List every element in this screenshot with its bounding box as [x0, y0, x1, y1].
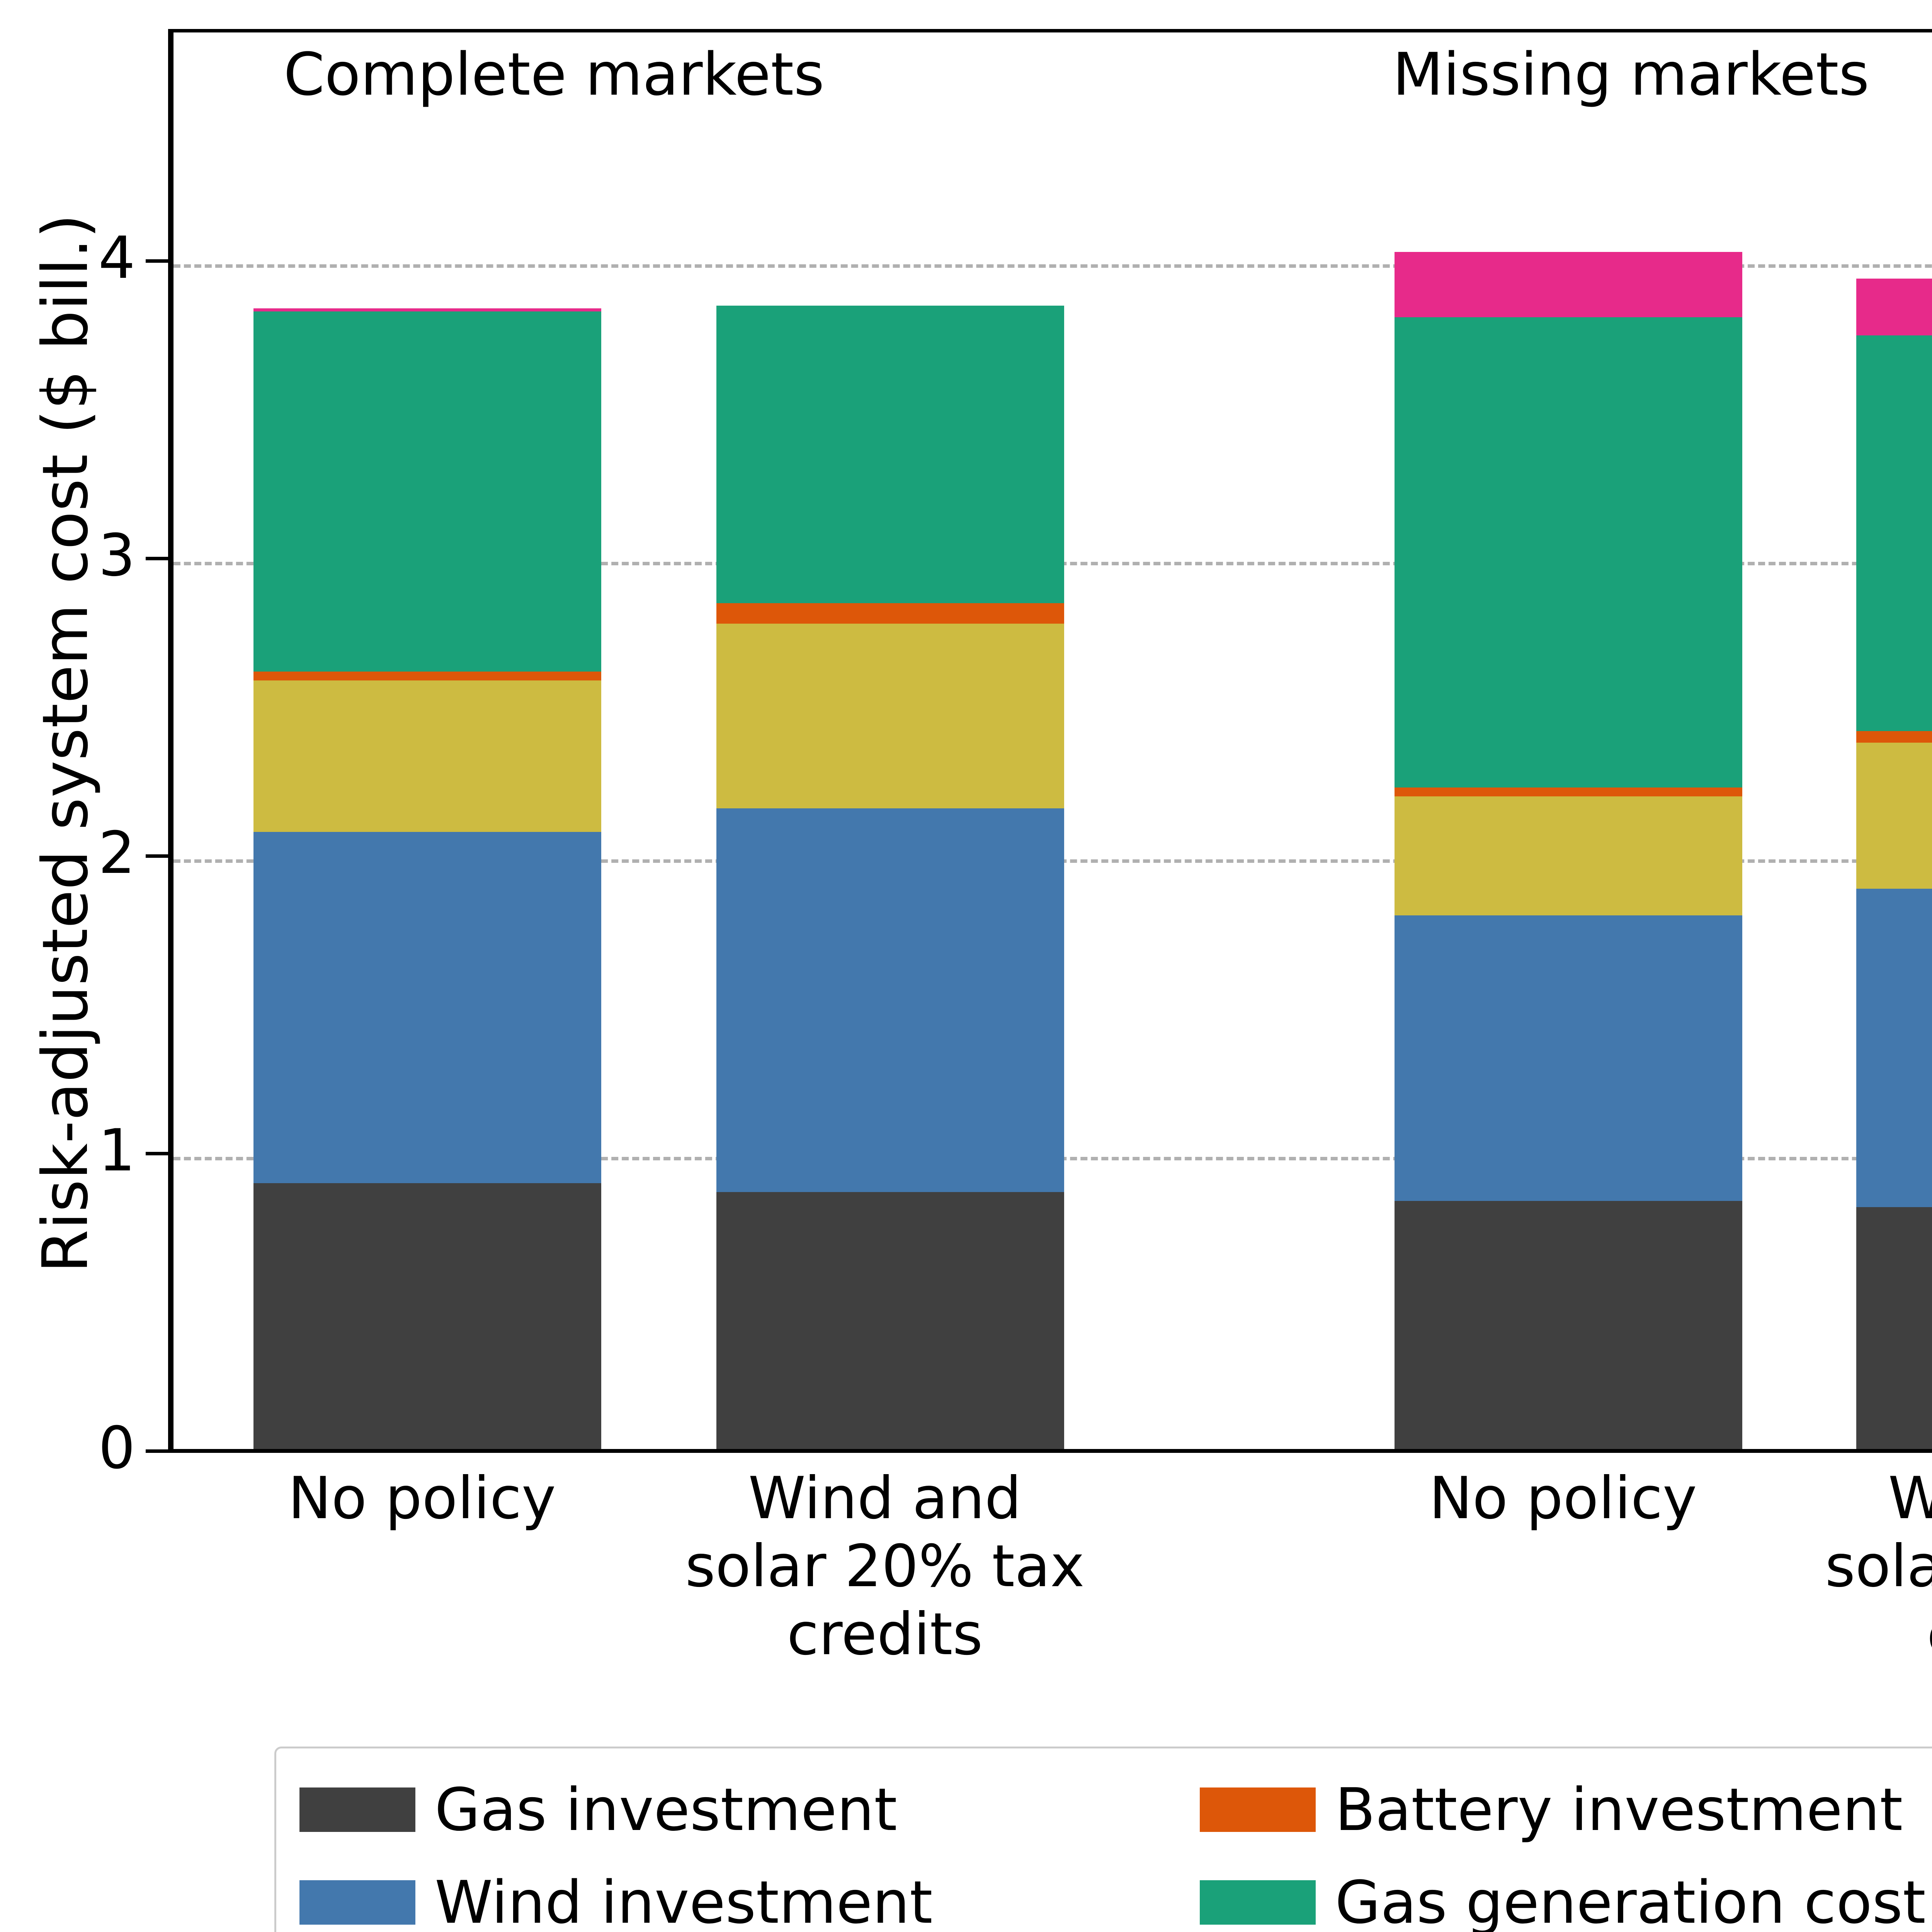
x-axis-line: [168, 1449, 1932, 1453]
bar-segment[interactable]: [253, 671, 601, 680]
bar-segment[interactable]: [1856, 1207, 1932, 1451]
legend-label: Gas investment: [435, 1775, 897, 1844]
bar-stack[interactable]: [1856, 279, 1932, 1451]
bar-stack[interactable]: [716, 305, 1064, 1451]
y-tick-label: 2: [98, 820, 135, 887]
y-tick-label: 0: [98, 1415, 135, 1482]
x-tick-label: No policy: [1331, 1464, 1795, 1532]
legend-grid: Gas investment Battery investment Wind inv…: [299, 1763, 1932, 1932]
x-tick-label-line: solar 20% tax: [1825, 1533, 1932, 1600]
y-tick-mark: [146, 1449, 168, 1453]
bar-segment[interactable]: [1856, 335, 1932, 731]
y-tick-mark: [146, 557, 168, 560]
bar-segment[interactable]: [716, 808, 1064, 1192]
x-tick-label-line: credits: [787, 1601, 983, 1668]
legend-item[interactable]: Gas generation cost: [1200, 1868, 1932, 1932]
legend: Gas investment Battery investment Wind inv…: [274, 1747, 1932, 1932]
bar-segment[interactable]: [716, 603, 1064, 624]
legend-color-swatch: [299, 1880, 415, 1925]
bar-segment[interactable]: [1395, 317, 1742, 787]
plot-inner: Complete markets Missing markets: [173, 32, 1932, 1451]
legend-item[interactable]: Gas investment: [299, 1776, 1184, 1844]
bar-segment[interactable]: [1856, 743, 1932, 889]
plot-area: Complete markets Missing markets: [168, 29, 1932, 1451]
bar-segment[interactable]: [253, 680, 601, 832]
legend-color-swatch: [1200, 1787, 1316, 1832]
x-tick-label-line: Wind and: [748, 1465, 1022, 1532]
bar-stack[interactable]: [253, 308, 601, 1451]
x-tick-label-line: Wind and: [1888, 1465, 1932, 1532]
y-tick-label: 1: [98, 1117, 135, 1184]
x-tick-label-line: credits: [1793, 1600, 1932, 1668]
legend-label: Battery investment: [1335, 1775, 1903, 1844]
bar-segment[interactable]: [253, 308, 601, 311]
legend-label: Gas generation cost: [1335, 1868, 1926, 1932]
x-tick-label-line: solar 20% tax: [685, 1533, 1085, 1600]
bar-segment[interactable]: [253, 1183, 601, 1451]
legend-item[interactable]: Battery investment: [1200, 1776, 1932, 1844]
bar-segment[interactable]: [716, 1192, 1064, 1451]
bar-segment[interactable]: [1395, 787, 1742, 796]
bar-segment[interactable]: [1395, 915, 1742, 1201]
bar-segment[interactable]: [716, 305, 1064, 603]
bar-segment[interactable]: [1856, 279, 1932, 335]
panel-title-missing-markets: Missing markets: [1393, 40, 1869, 109]
legend-item[interactable]: Wind investment: [299, 1868, 1184, 1932]
legend-color-swatch: [1200, 1880, 1316, 1925]
bar-segment[interactable]: [1395, 252, 1742, 318]
x-tick-label-line: No policy: [288, 1465, 556, 1532]
y-tick-label: 4: [98, 224, 135, 292]
x-tick-label-line: No policy: [1429, 1465, 1697, 1532]
legend-color-swatch: [299, 1787, 415, 1832]
y-tick-label: 3: [98, 522, 135, 589]
bar-segment[interactable]: [1395, 1201, 1742, 1451]
gridline: [173, 264, 1932, 268]
panel-title-complete-markets: Complete markets: [284, 40, 825, 109]
bar-segment[interactable]: [253, 832, 601, 1183]
x-tick-label: No policy: [190, 1464, 654, 1532]
bar-segment[interactable]: [1395, 796, 1742, 915]
y-tick-mark: [146, 854, 168, 858]
legend-label: Wind investment: [435, 1868, 933, 1932]
bar-segment[interactable]: [1856, 731, 1932, 743]
bar-segment[interactable]: [716, 624, 1064, 808]
y-tick-mark: [146, 1152, 168, 1155]
bar-stack[interactable]: [1395, 252, 1742, 1451]
bar-segment[interactable]: [1856, 888, 1932, 1207]
y-tick-mark: [146, 259, 168, 263]
bar-segment[interactable]: [253, 311, 601, 672]
